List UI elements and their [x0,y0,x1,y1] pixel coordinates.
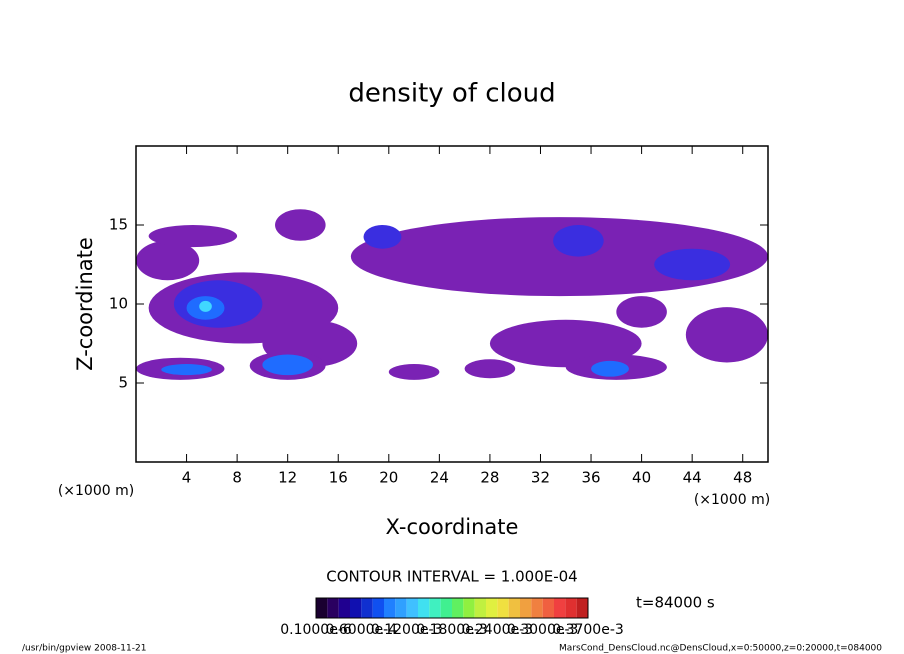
contour-region [199,300,212,312]
y-tick-label: 15 [109,216,128,234]
x-tick-label: 32 [531,469,550,487]
x-tick-label: 48 [733,469,752,487]
colorbar-swatch [531,598,543,618]
x-tick-label: 36 [581,469,600,487]
x-tick-label: 8 [232,469,242,487]
y-tick-label: 10 [109,295,128,313]
x-axis-label: X-coordinate [386,515,519,539]
colorbar-label: 0.3700e-3 [552,622,624,638]
x-tick-label: 16 [329,469,348,487]
colorbar-frame [315,597,589,619]
colorbar-swatch [338,598,350,618]
colorbar-swatch [486,598,498,618]
colorbar-swatch [316,598,328,618]
colorbar-swatch [418,598,430,618]
contour-region [148,225,238,248]
contour-region [388,364,440,380]
contour-region [275,209,326,241]
x-tick-label: 24 [430,469,449,487]
colorbar-swatch [327,598,339,618]
colorbar-label: 0.1200e-3 [371,622,443,638]
contour-region [553,225,604,257]
colorbar-swatch [474,598,486,618]
x-tick-label: 40 [632,469,651,487]
colorbar-swatch [565,598,577,618]
x-tick-label: 20 [379,469,398,487]
colorbar-swatch [395,598,407,618]
contour-interval: CONTOUR INTERVAL = 1.000E-04 [326,568,577,586]
chart-title: density of cloud [348,79,555,109]
contour-region [161,364,212,376]
colorbar-label: 0.3000e-3 [507,622,579,638]
contour-region [616,296,667,328]
colorbar-swatch [542,598,554,618]
colorbar-swatch [520,598,532,618]
contour-region [350,217,768,297]
time-label: t=84000 s [636,594,715,612]
x-tick-label: 44 [683,469,702,487]
x-tick-label: 4 [182,469,192,487]
colorbar-label: 0.1800e-3 [416,622,488,638]
contour-region [363,225,402,249]
colorbar-label: 0.1000e-6 [280,622,352,638]
colorbar-swatch [406,598,418,618]
colorbar-swatch [576,598,588,618]
colorbar-label: 0.2400e-3 [462,622,534,638]
colorbar-swatch [429,598,441,618]
colorbar-swatch [440,598,452,618]
colorbar-swatch [361,598,373,618]
colorbar-swatch [554,598,566,618]
colorbar-swatch [384,598,396,618]
contour-region [685,307,768,363]
colorbar-swatch [508,598,520,618]
y-tick-label: 5 [118,374,128,392]
footer-left: /usr/bin/gpview 2008-11-21 [22,644,146,654]
contour-region [591,360,629,377]
colorbar-swatch [452,598,464,618]
contour-region [136,240,200,281]
contour-region [654,248,731,281]
x-tick-label: 28 [480,469,499,487]
contour-region [262,354,313,376]
y-unit-label: (×1000 m) [58,483,134,499]
y-axis-label: Z-coordinate [73,237,97,371]
colorbar-swatch [463,598,475,618]
footer-right: MarsCond_DensCloud.nc@DensCloud,x=0:5000… [559,644,882,654]
contour-region [464,359,516,379]
colorbar-swatch [372,598,384,618]
colorbar-swatch [350,598,362,618]
x-tick-label: 12 [278,469,297,487]
x-unit-label: (×1000 m) [694,492,770,508]
colorbar-swatch [497,598,509,618]
colorbar-label: 0.6000e-4 [326,622,398,638]
